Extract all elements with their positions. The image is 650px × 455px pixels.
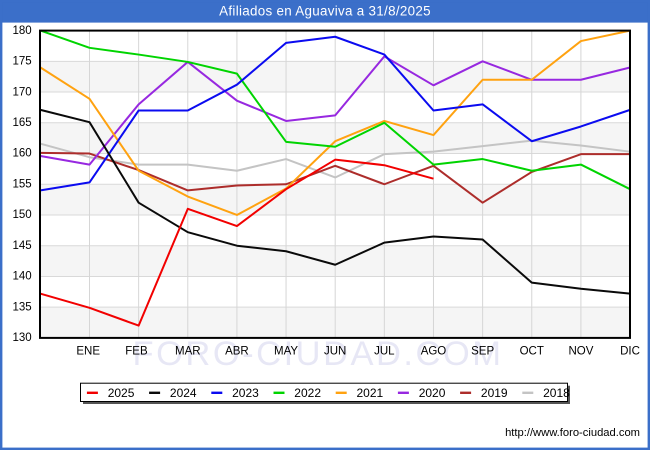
svg-text:ENE: ENE (76, 346, 100, 358)
svg-text:175: 175 (13, 56, 32, 68)
svg-text:140: 140 (13, 271, 32, 283)
svg-text:145: 145 (13, 240, 32, 252)
svg-text:2021: 2021 (357, 386, 384, 400)
svg-text:2019: 2019 (481, 386, 508, 400)
svg-text:FORO-CIUDAD.COM: FORO-CIUDAD.COM (133, 335, 504, 373)
svg-text:MAY: MAY (274, 346, 298, 358)
svg-text:155: 155 (13, 178, 32, 190)
svg-text:AGO: AGO (421, 346, 447, 358)
svg-text:Afiliados en Aguaviva a 31/8/2: Afiliados en Aguaviva a 31/8/2025 (219, 4, 431, 19)
svg-text:2023: 2023 (232, 386, 259, 400)
svg-text:160: 160 (13, 148, 32, 160)
svg-text:2024: 2024 (170, 386, 197, 400)
svg-text:http://www.foro-ciudad.com: http://www.foro-ciudad.com (505, 427, 640, 439)
svg-text:SEP: SEP (471, 346, 494, 358)
svg-text:NOV: NOV (568, 346, 593, 358)
svg-text:2025: 2025 (108, 386, 135, 400)
svg-text:130: 130 (13, 332, 32, 344)
svg-text:150: 150 (13, 209, 32, 221)
svg-text:FEB: FEB (125, 346, 148, 358)
svg-text:2020: 2020 (419, 386, 446, 400)
svg-text:135: 135 (13, 301, 32, 313)
svg-text:MAR: MAR (175, 346, 201, 358)
svg-text:2018: 2018 (543, 386, 570, 400)
svg-text:OCT: OCT (520, 346, 544, 358)
svg-text:JUL: JUL (374, 346, 395, 358)
svg-text:DIC: DIC (620, 346, 640, 358)
svg-text:2022: 2022 (294, 386, 321, 400)
svg-text:JUN: JUN (324, 346, 346, 358)
svg-text:165: 165 (13, 117, 32, 129)
svg-text:180: 180 (13, 25, 32, 37)
svg-text:170: 170 (13, 86, 32, 98)
svg-text:ABR: ABR (225, 346, 249, 358)
